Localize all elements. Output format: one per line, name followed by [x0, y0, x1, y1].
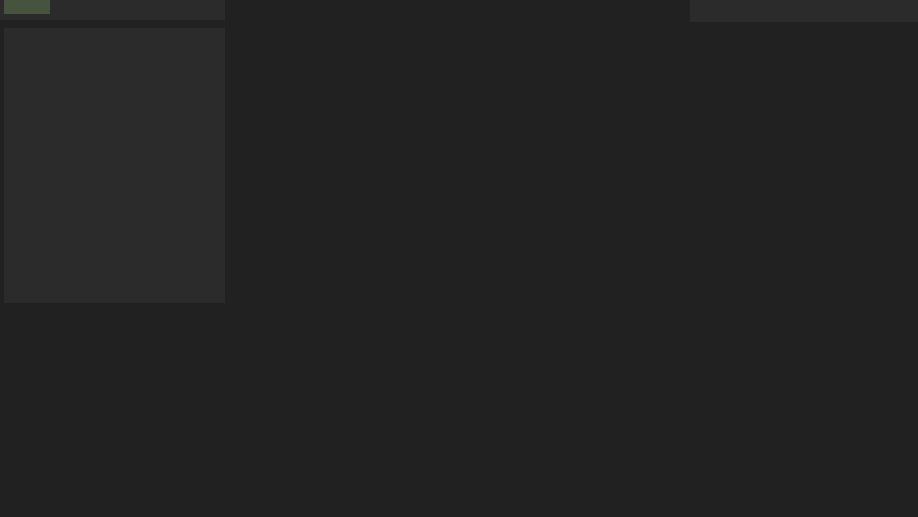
text-panel [4, 28, 225, 303]
legend-fragment-box [0, 0, 225, 20]
legend-swatch [4, 0, 50, 14]
title-fragment-box [690, 0, 918, 22]
